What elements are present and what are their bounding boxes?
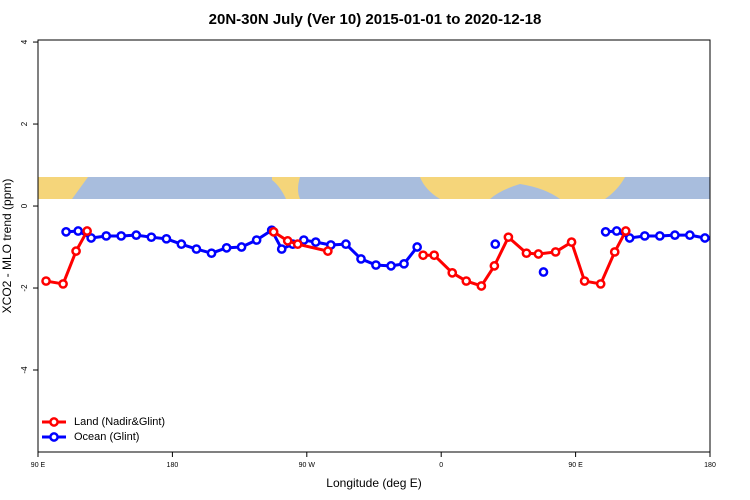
land-shape <box>420 177 625 199</box>
data-point <box>292 239 303 250</box>
data-point <box>221 242 232 253</box>
data-point <box>276 244 287 254</box>
data-point <box>595 279 606 289</box>
data-point <box>116 231 127 241</box>
legend-label: Ocean (Glint) <box>74 431 139 443</box>
land-shape <box>38 177 88 199</box>
data-point <box>429 250 440 261</box>
data-point <box>323 246 333 256</box>
data-point <box>620 226 631 236</box>
x-tick-label: 0 <box>439 462 443 469</box>
data-point <box>447 268 458 278</box>
data-point <box>521 248 532 259</box>
data-point <box>282 236 293 246</box>
x-tick-label: 90 W <box>299 462 316 469</box>
data-point <box>654 231 665 241</box>
y-tick-label: 2 <box>20 121 29 126</box>
data-point <box>566 237 577 247</box>
data-point <box>268 227 279 237</box>
data-point <box>579 276 590 286</box>
data-point <box>639 231 650 241</box>
data-point <box>386 261 396 271</box>
y-tick-label: 0 <box>20 203 29 208</box>
data-point <box>611 226 622 236</box>
data-point <box>609 247 620 257</box>
chart-title: 20N-30N July (Ver 10) 2015-01-01 to 2020… <box>209 11 542 28</box>
legend-marker <box>49 417 59 427</box>
y-axis-label: XCO2 - MLO trend (ppm) <box>0 179 14 314</box>
data-point <box>58 279 68 289</box>
data-point <box>71 246 81 256</box>
x-axis-label: Longitude (deg E) <box>326 476 421 490</box>
data-point <box>700 233 710 243</box>
y-tick-label: 4 <box>20 39 29 44</box>
y-tick-label: -2 <box>20 284 29 292</box>
land-shape <box>272 177 300 199</box>
data-point <box>538 267 549 277</box>
y-tick-label: -4 <box>20 366 29 374</box>
data-point <box>371 260 381 270</box>
legend-label: Land (Nadir&Glint) <box>74 416 165 428</box>
data-point <box>41 276 51 286</box>
data-point <box>476 281 487 291</box>
x-tick-label: 90 E <box>568 462 583 469</box>
data-point <box>146 232 157 243</box>
data-point <box>191 244 202 254</box>
data-point <box>206 248 217 259</box>
data-point <box>251 235 262 245</box>
data-point <box>533 249 544 259</box>
data-point <box>82 226 92 236</box>
x-tick-label: 180 <box>704 462 716 469</box>
data-point <box>489 261 500 271</box>
data-point <box>461 276 472 286</box>
data-point <box>624 233 635 243</box>
map-strip <box>38 177 710 199</box>
data-point <box>550 247 561 257</box>
data-point <box>310 237 321 247</box>
data-point <box>176 239 187 250</box>
data-point <box>418 250 428 261</box>
data-point <box>399 258 409 269</box>
data-point <box>131 230 142 240</box>
x-tick-label: 90 E <box>31 462 46 469</box>
data-point <box>412 242 423 252</box>
data-point <box>490 239 501 250</box>
data-point <box>161 233 172 244</box>
x-tick-label: 180 <box>167 462 179 469</box>
data-point <box>670 230 680 240</box>
plot-frame <box>37 39 711 453</box>
data-point <box>356 254 366 264</box>
legend-marker <box>49 432 59 442</box>
data-point <box>503 232 514 243</box>
data-point <box>86 233 97 243</box>
data-point <box>236 242 247 252</box>
data-point <box>73 226 84 236</box>
data-point <box>341 239 351 250</box>
data-point <box>600 227 611 237</box>
data-point <box>101 231 112 241</box>
data-point <box>684 230 695 240</box>
data-point <box>61 227 71 237</box>
